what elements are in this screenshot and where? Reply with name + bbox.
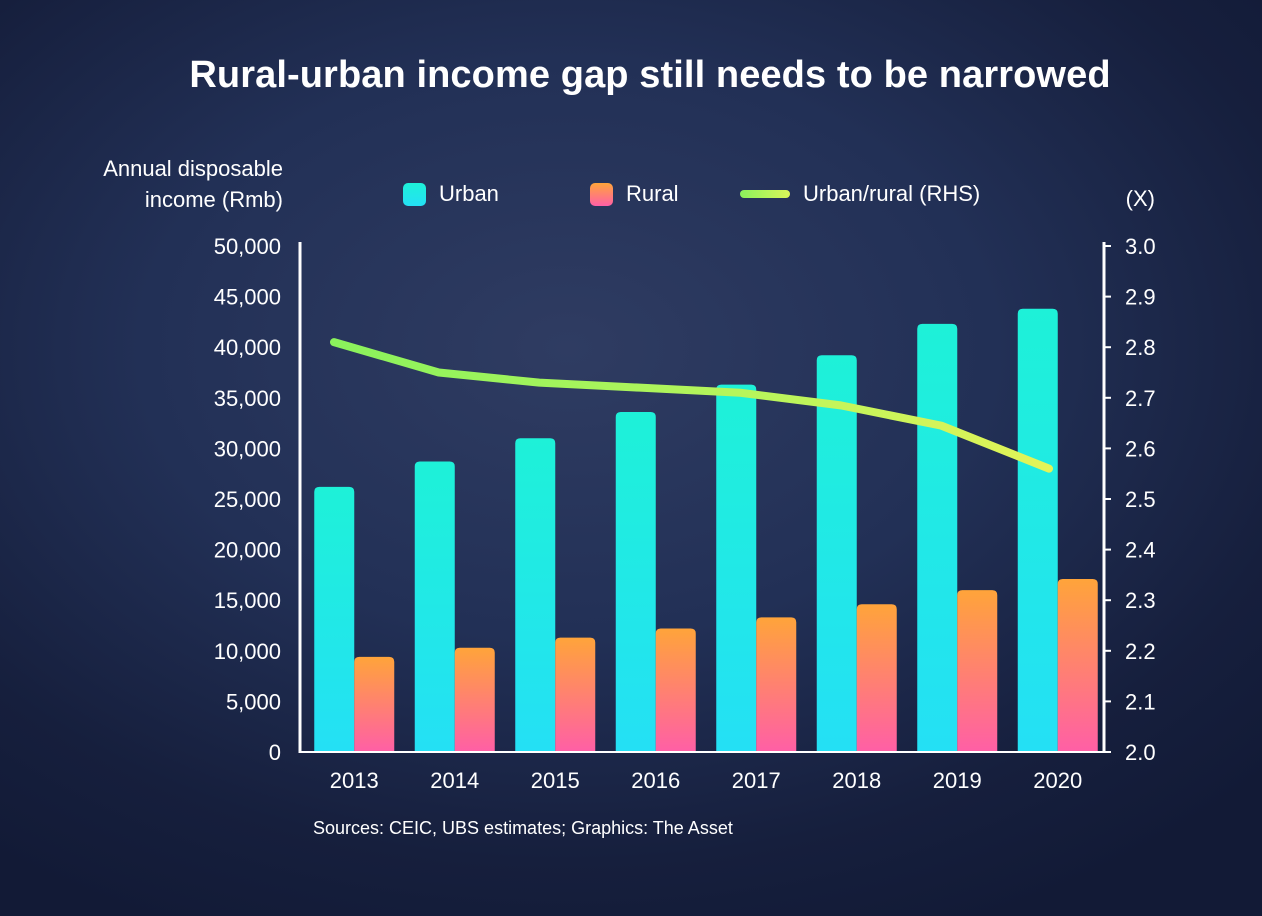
left-tick-label: 35,000 bbox=[214, 386, 281, 411]
left-tick-label: 45,000 bbox=[214, 285, 281, 310]
bar-rural-2017 bbox=[756, 617, 797, 752]
right-tick-label: 2.1 bbox=[1125, 689, 1156, 714]
x-tick-label: 2017 bbox=[732, 768, 781, 793]
right-tick-label: 3.0 bbox=[1125, 234, 1156, 259]
left-axis-title-line-1: Annual disposable bbox=[103, 156, 283, 181]
legend-item-rural: Rural bbox=[590, 179, 679, 209]
bar-rural-2014 bbox=[454, 647, 495, 752]
bar-rural-2019 bbox=[957, 590, 998, 752]
bar-urban-2015 bbox=[515, 438, 556, 752]
bar-urban-2014 bbox=[414, 461, 455, 752]
bar-rural-2013 bbox=[354, 656, 395, 752]
right-tick-label: 2.5 bbox=[1125, 487, 1156, 512]
x-tick-label: 2016 bbox=[631, 768, 680, 793]
right-tick-label: 2.4 bbox=[1125, 538, 1156, 563]
left-tick-label: 0 bbox=[269, 740, 281, 765]
x-tick-label: 2019 bbox=[933, 768, 982, 793]
right-tick-label: 2.3 bbox=[1125, 588, 1156, 613]
x-tick-label: 2020 bbox=[1033, 768, 1082, 793]
right-axis-title: (X) bbox=[1125, 186, 1155, 211]
left-tick-label: 5,000 bbox=[226, 689, 281, 714]
bar-rural-2020 bbox=[1057, 578, 1098, 752]
left-tick-label: 20,000 bbox=[214, 538, 281, 563]
left-tick-label: 15,000 bbox=[214, 588, 281, 613]
bar-rural-2018 bbox=[856, 604, 897, 752]
legend-label-ratio: Urban/rural (RHS) bbox=[803, 181, 981, 206]
line-urban-rural-ratio bbox=[330, 338, 1053, 473]
x-tick-label: 2018 bbox=[832, 768, 881, 793]
right-tick-label: 2.9 bbox=[1125, 285, 1156, 310]
x-tick-label: 2013 bbox=[330, 768, 379, 793]
bar-urban-2013 bbox=[314, 486, 355, 752]
chart-title: Rural-urban income gap still needs to be… bbox=[189, 54, 1111, 96]
right-tick-label: 2.8 bbox=[1125, 335, 1156, 360]
left-tick-label: 30,000 bbox=[214, 436, 281, 461]
legend-swatch-urban bbox=[403, 182, 426, 206]
bar-urban-2020 bbox=[1017, 308, 1058, 752]
legend-label-rural: Rural bbox=[626, 181, 679, 206]
x-tick-label: 2015 bbox=[531, 768, 580, 793]
legend-swatch-ratio bbox=[740, 190, 790, 198]
left-tick-label: 10,000 bbox=[214, 639, 281, 664]
right-tick-label: 2.0 bbox=[1125, 740, 1156, 765]
left-axis-title: Annual disposable income (Rmb) bbox=[40, 153, 283, 215]
left-axis-title-line-2: income (Rmb) bbox=[144, 187, 283, 212]
legend-swatch-rural bbox=[590, 182, 613, 206]
bar-urban-2016 bbox=[615, 411, 656, 752]
bar-rural-2015 bbox=[555, 637, 596, 752]
left-tick-label: 50,000 bbox=[214, 234, 281, 259]
bar-urban-2017 bbox=[716, 384, 757, 752]
right-tick-label: 2.7 bbox=[1125, 386, 1156, 411]
legend-item-urban: Urban bbox=[403, 179, 499, 209]
left-tick-label: 40,000 bbox=[214, 335, 281, 360]
bar-urban-2019 bbox=[917, 323, 958, 752]
source-note: Sources: CEIC, UBS estimates; Graphics: … bbox=[313, 818, 733, 838]
right-tick-label: 2.6 bbox=[1125, 436, 1156, 461]
right-tick-label: 2.2 bbox=[1125, 639, 1156, 664]
bar-urban-2018 bbox=[816, 355, 857, 752]
legend-label-urban: Urban bbox=[439, 181, 499, 206]
left-tick-label: 25,000 bbox=[214, 487, 281, 512]
bar-rural-2016 bbox=[655, 628, 696, 752]
x-tick-label: 2014 bbox=[430, 768, 479, 793]
legend-item-ratio: Urban/rural (RHS) bbox=[740, 179, 980, 209]
